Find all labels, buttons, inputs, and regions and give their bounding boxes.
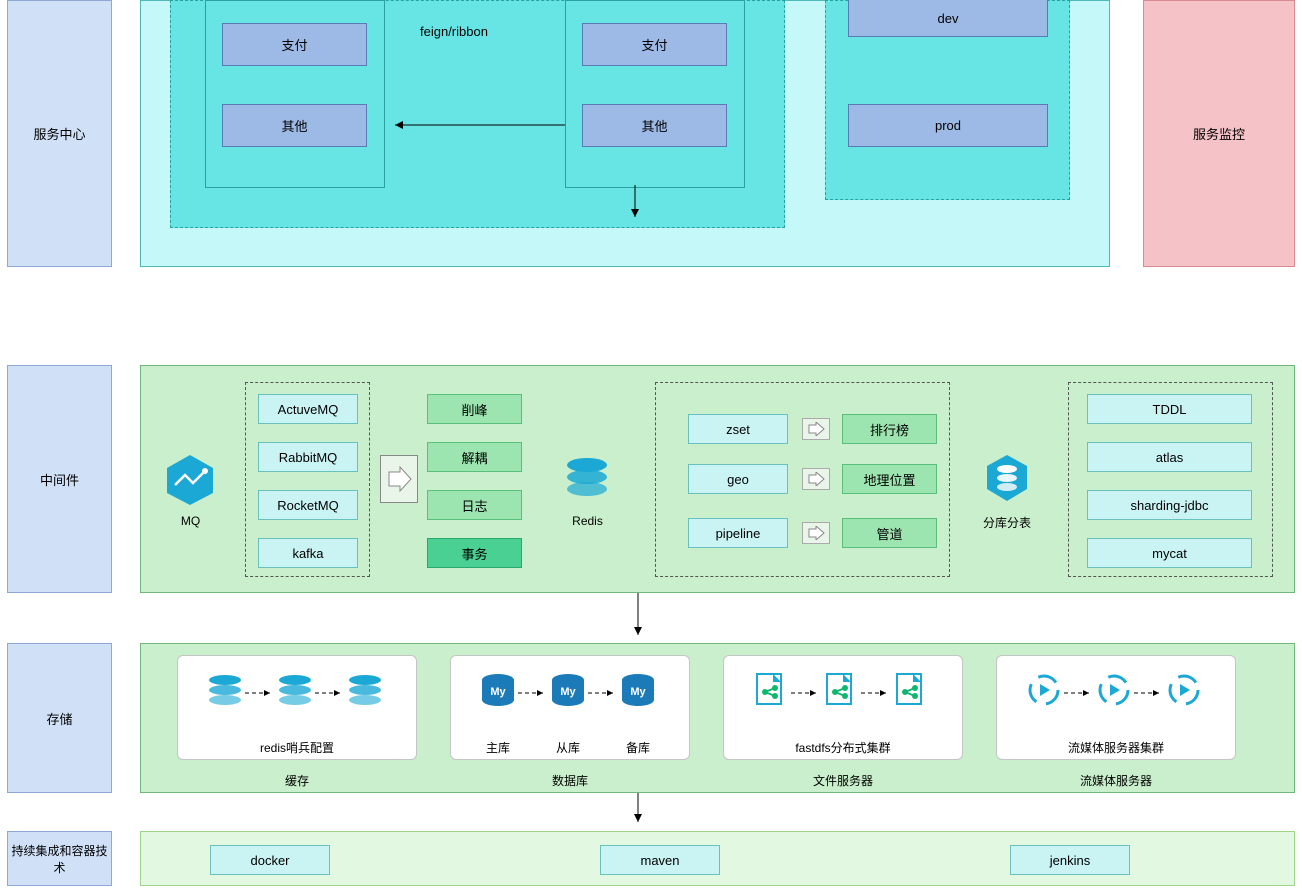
db-icon-0: My: [478, 670, 518, 710]
media-label: 流媒体服务器: [996, 772, 1236, 789]
sharding-tool-2: sharding-jdbc: [1087, 490, 1252, 520]
file-title: fastdfs分布式集群: [723, 739, 963, 756]
mq-feature-0: 削峰: [427, 394, 522, 424]
big-arrow-mq: [380, 455, 418, 503]
cache-icon-1: [275, 670, 315, 710]
cicd-tool-1: maven: [600, 845, 720, 875]
left-other-box: 其他: [222, 104, 367, 147]
mq-icon-label: MQ: [163, 514, 218, 528]
label-text: 服务中心: [33, 124, 85, 143]
label-text: 持续集成和容器技术: [8, 842, 111, 876]
file-icon-1: [821, 670, 861, 710]
svg-text:My: My: [630, 686, 646, 698]
db-label: 数据库: [450, 772, 690, 789]
arrow-feign: [385, 115, 580, 135]
media-dash-0: [1064, 688, 1096, 698]
box-text: 支付: [641, 35, 667, 54]
arrow-storage-cicd: [628, 793, 648, 830]
redis-icon-label: Redis: [560, 514, 615, 528]
box-text: 其他: [281, 116, 307, 135]
mq-provider-1: RabbitMQ: [258, 442, 358, 472]
cache-title: redis哨兵配置: [177, 739, 417, 756]
svg-text:My: My: [490, 686, 506, 698]
mq-provider-2: RocketMQ: [258, 490, 358, 520]
cicd-tool-2: jenkins: [1010, 845, 1130, 875]
left-pay-box: 支付: [222, 23, 367, 66]
redis-arrow-0: [802, 418, 830, 440]
media-title: 流媒体服务器集群: [996, 739, 1236, 756]
redis-arrow-1: [802, 468, 830, 490]
file-icon-2: [891, 670, 931, 710]
mq-feature-3: 事务: [427, 538, 522, 568]
db-title-2: 备库: [608, 739, 668, 756]
box-text: 其他: [641, 116, 667, 135]
mq-feature-2: 日志: [427, 490, 522, 520]
arrow-down-right-col: [625, 185, 645, 225]
feign-label: feign/ribbon: [420, 24, 488, 39]
cache-icon-2: [345, 670, 385, 710]
db-dash-0: [518, 688, 550, 698]
mq-feature-1: 解耦: [427, 442, 522, 472]
media-icon-2: [1164, 670, 1204, 710]
media-dash-1: [1134, 688, 1166, 698]
db-icon-1: My: [548, 670, 588, 710]
redis-type-0: zset: [688, 414, 788, 444]
db-dash-1: [588, 688, 620, 698]
right-pay-box: 支付: [582, 23, 727, 66]
sharding-tool-0: TDDL: [1087, 394, 1252, 424]
cache-icon-0: [205, 670, 245, 710]
redis-type-2: pipeline: [688, 518, 788, 548]
box-text: dev: [938, 11, 959, 26]
media-icon-1: [1094, 670, 1134, 710]
label-text: 中间件: [40, 470, 79, 489]
side-label-cicd: 持续集成和容器技术: [7, 831, 112, 886]
redis-use-0: 排行榜: [842, 414, 937, 444]
file-dash-1: [861, 688, 893, 698]
side-label-middleware: 中间件: [7, 365, 112, 593]
sharding-tool-1: atlas: [1087, 442, 1252, 472]
cache-dash-1: [315, 688, 347, 698]
db-title-1: 从库: [538, 739, 598, 756]
box-text: 支付: [281, 35, 307, 54]
cache-dash-0: [245, 688, 277, 698]
file-dash-0: [791, 688, 823, 698]
redis-arrow-2: [802, 522, 830, 544]
service-monitor: 服务监控: [1143, 0, 1295, 267]
redis-type-1: geo: [688, 464, 788, 494]
mq-provider-0: ActuveMQ: [258, 394, 358, 424]
side-label-storage: 存储: [7, 643, 112, 793]
sharding-icon: [982, 453, 1032, 503]
box-text: prod: [935, 118, 961, 133]
redis-icon: [560, 453, 615, 508]
db-title-0: 主库: [468, 739, 528, 756]
file-label: 文件服务器: [723, 772, 963, 789]
file-icon-0: [751, 670, 791, 710]
redis-use-1: 地理位置: [842, 464, 937, 494]
dev-box: dev: [848, 0, 1048, 37]
cache-label: 缓存: [177, 772, 417, 789]
right-other-box: 其他: [582, 104, 727, 147]
arrow-middleware-storage: [628, 593, 648, 643]
mq-provider-3: kafka: [258, 538, 358, 568]
box-text: 服务监控: [1193, 124, 1245, 143]
side-label-service-center: 服务中心: [7, 0, 112, 267]
media-icon-0: [1024, 670, 1064, 710]
sharding-icon-label: 分库分表: [972, 514, 1042, 531]
mq-icon: [163, 453, 218, 508]
prod-box: prod: [848, 104, 1048, 147]
db-icon-2: My: [618, 670, 658, 710]
cicd-tool-0: docker: [210, 845, 330, 875]
label-text: 存储: [46, 709, 72, 728]
svg-text:My: My: [560, 686, 576, 698]
sharding-tool-3: mycat: [1087, 538, 1252, 568]
redis-use-2: 管道: [842, 518, 937, 548]
